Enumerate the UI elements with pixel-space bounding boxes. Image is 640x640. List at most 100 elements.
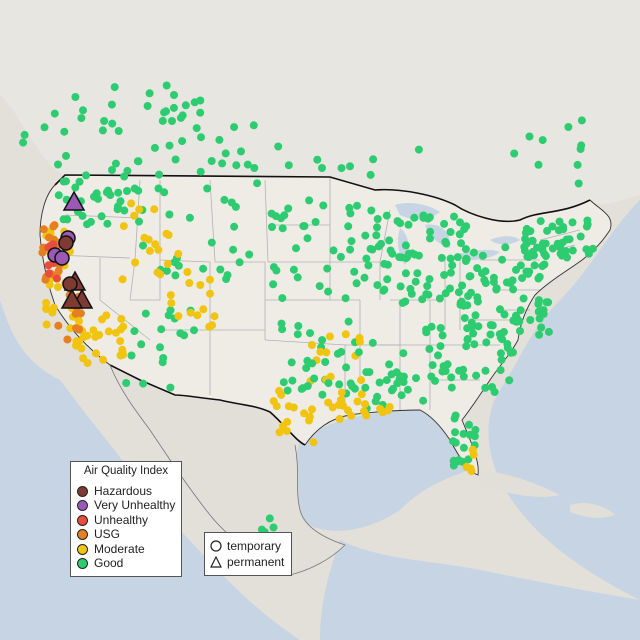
monitor-dot <box>155 170 164 179</box>
monitor-dot <box>299 222 308 231</box>
legend-item-permanent: permanent <box>210 555 284 569</box>
monitor-dot <box>42 320 51 329</box>
monitor-dot <box>366 170 375 179</box>
monitor-dot <box>568 246 577 255</box>
monitor-dot <box>369 155 378 164</box>
monitor-dot <box>341 294 350 303</box>
monitor-dot <box>344 222 353 231</box>
monitor-dot <box>577 141 586 150</box>
monitor-dot <box>437 253 446 262</box>
monitor-dot <box>97 212 106 221</box>
monitor-dot <box>154 184 163 193</box>
monitor-dot <box>403 253 412 262</box>
monitor-dot <box>151 240 160 249</box>
legend-item-temporary: temporary <box>210 539 281 553</box>
monitor-dot <box>294 322 303 330</box>
monitor-dot <box>77 114 86 123</box>
monitor-dot <box>360 273 369 282</box>
monitor-dot <box>123 187 131 195</box>
monitor-dot <box>535 330 544 339</box>
monitor-dot <box>354 348 363 357</box>
monitor-dot <box>313 155 322 164</box>
monitor-dot <box>274 142 283 151</box>
triangle-icon <box>210 556 222 568</box>
monitor-dot <box>20 130 29 139</box>
monitor-dot <box>486 321 495 329</box>
monitor-dot <box>540 260 549 269</box>
monitor-dot <box>362 411 371 420</box>
circle-icon <box>210 540 222 552</box>
monitor-dot <box>498 335 507 344</box>
monitor-dot <box>462 342 471 351</box>
monitor-dot <box>509 285 518 294</box>
monitor-dot <box>353 201 361 210</box>
monitor-dot <box>353 397 362 406</box>
monitor-dot <box>145 246 154 255</box>
monitor-dot <box>460 314 469 323</box>
monitor-dot <box>82 171 90 180</box>
monitor-dot <box>139 379 148 388</box>
monitor-dot <box>486 330 495 339</box>
monitor-dot <box>361 383 370 392</box>
legend-label: Hazardous <box>94 484 153 498</box>
monitor-dot <box>386 246 395 255</box>
monitor-dot <box>197 133 205 142</box>
monitor-dot <box>89 326 98 335</box>
monitor-dot <box>207 157 216 165</box>
monitor-dot <box>245 250 254 259</box>
unhealthy-swatch-icon <box>77 514 88 526</box>
monitor-dot <box>403 385 412 394</box>
monitor-dot <box>355 333 364 342</box>
monitor-dot <box>426 227 435 236</box>
monitor-dot <box>346 162 354 171</box>
monitor-dot <box>519 294 528 303</box>
monitor-dot <box>446 228 455 236</box>
monitor-dot <box>114 188 123 197</box>
monitor-dot <box>453 253 462 262</box>
monitor-dot <box>447 373 456 382</box>
monitor-dot <box>503 343 512 352</box>
monitor-dot <box>399 349 408 358</box>
monitor-dot <box>468 445 477 454</box>
caribbean-sea <box>320 540 640 640</box>
monitor-dot <box>323 264 332 273</box>
legend-item-unhealthy: Unhealthy <box>77 513 148 527</box>
monitor-dot <box>541 239 550 248</box>
monitor-dot <box>269 397 278 406</box>
hazardous-permanent-marker <box>60 288 84 309</box>
monitor-dot <box>318 164 326 172</box>
monitor-dot <box>108 119 117 128</box>
legend-label: permanent <box>227 555 285 569</box>
monitor-dot <box>83 359 92 367</box>
monitor-dot <box>130 211 139 220</box>
monitor-dot <box>62 177 70 186</box>
monitor-dot <box>277 390 286 399</box>
hazardous-temporary-marker <box>62 276 78 292</box>
monitor-dot <box>150 205 159 214</box>
monitor-dot <box>174 261 183 270</box>
legend-item-very-unhealthy: Very Unhealthy <box>77 498 175 512</box>
monitor-dot <box>54 321 63 330</box>
monitor-dot <box>425 345 434 353</box>
monitor-dot <box>282 427 291 435</box>
moderate-swatch-icon <box>77 543 88 555</box>
monitor-dot <box>534 300 543 308</box>
legend-item-good: Good <box>77 556 123 570</box>
monitor-dot <box>72 341 80 350</box>
monitor-dot <box>500 310 509 319</box>
monitor-dot <box>459 443 468 452</box>
monitor-dot <box>63 335 72 344</box>
monitor-dot <box>345 203 354 212</box>
atlantic-ocean <box>488 200 640 600</box>
monitor-dot <box>373 281 382 290</box>
monitor-dot <box>137 340 146 349</box>
monitor-dot <box>269 523 278 532</box>
monitor-dot <box>164 311 173 320</box>
monitor-dot <box>368 338 377 347</box>
monitor-dot <box>573 160 582 169</box>
monitor-dot <box>54 283 62 291</box>
monitor-dot <box>399 378 408 386</box>
monitor-dot <box>463 335 472 343</box>
monitor-dot <box>329 246 338 255</box>
